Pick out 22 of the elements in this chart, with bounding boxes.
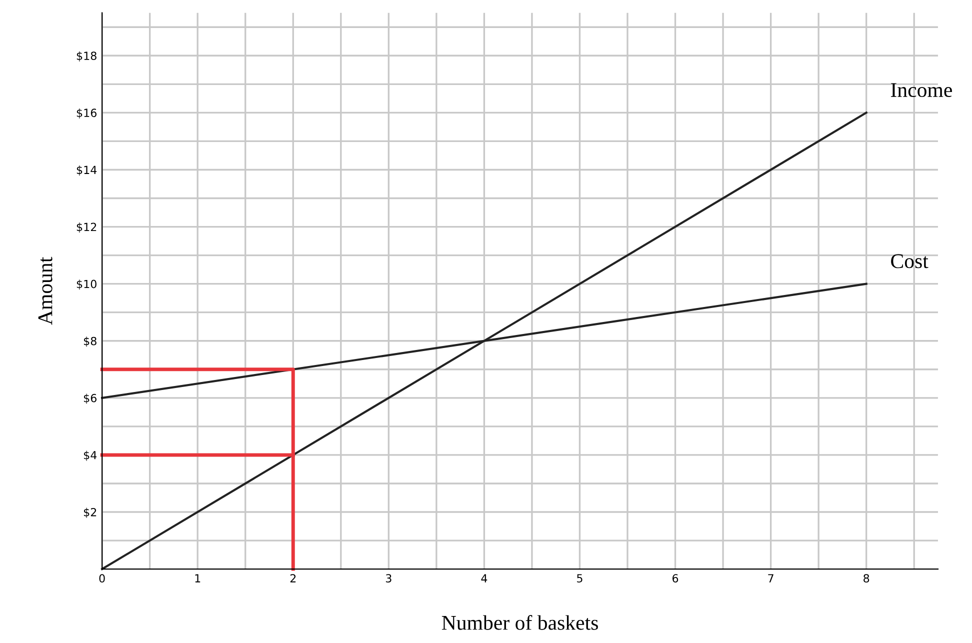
y-tick-label: $18	[76, 51, 96, 62]
y-tick-label: $8	[84, 336, 96, 347]
y-tick-label: $10	[76, 280, 96, 290]
y-tick-label: $2	[84, 508, 96, 518]
x-tick-label: 0	[99, 574, 105, 583]
y-tick-label: $16	[76, 108, 96, 119]
x-tick-label: 6	[672, 574, 678, 583]
x-tick-label: 3	[386, 574, 392, 583]
y-tick-label: $6	[84, 394, 96, 404]
x-tick-label: 2	[290, 574, 296, 582]
y-axis-title: Amount	[38, 256, 52, 325]
series-label: Income	[890, 83, 952, 98]
x-tick-label: 8	[864, 574, 870, 583]
series-label: Cost	[891, 254, 928, 268]
x-tick-label: 7	[768, 574, 774, 582]
y-tick-label: $12	[76, 222, 96, 233]
x-tick-label: 5	[577, 574, 582, 583]
x-tick-label: 4	[481, 574, 488, 582]
x-tick-label: 1	[195, 574, 200, 582]
y-tick-label: $14	[76, 166, 97, 176]
y-tick-label: $4	[84, 450, 97, 461]
x-axis-title: Number of baskets	[442, 615, 598, 630]
